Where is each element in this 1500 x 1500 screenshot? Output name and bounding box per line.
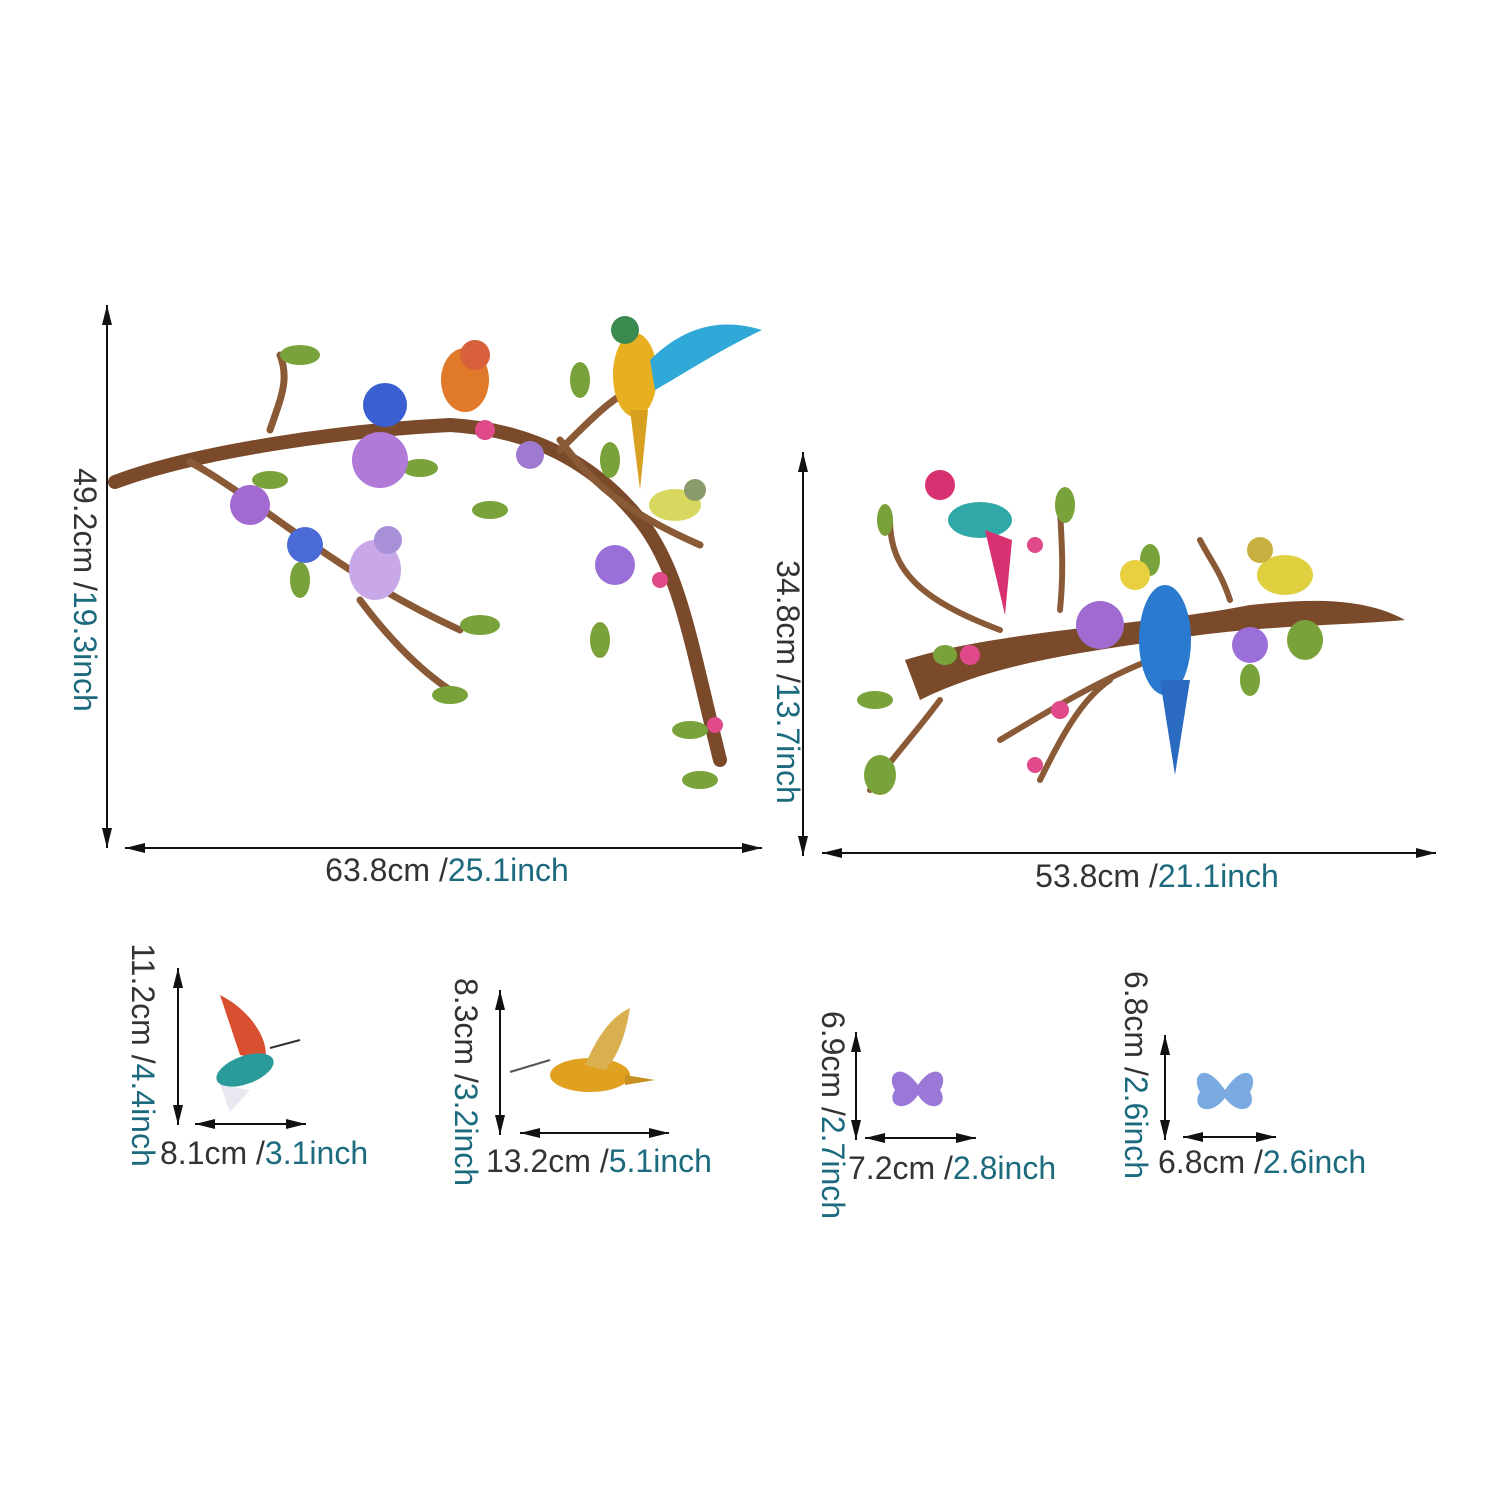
width-cm: 53.8cm / xyxy=(1035,858,1158,894)
height-label: 6.8cm /2.6inch xyxy=(1118,971,1154,1179)
width-cm: 6.8cm / xyxy=(1158,1144,1263,1180)
height-label: 6.9cm /2.7inch xyxy=(815,1011,851,1219)
height-inch: 13.7inch xyxy=(770,683,806,804)
width-cm: 7.2cm / xyxy=(848,1150,953,1186)
width-inch: 3.1inch xyxy=(265,1135,368,1171)
width-cm: 63.8cm / xyxy=(325,852,448,888)
height-inch: 19.3inch xyxy=(67,591,103,712)
height-label: 49.2cm /19.3inch xyxy=(67,468,103,712)
height-cm: 49.2cm / xyxy=(67,468,103,591)
width-label: 63.8cm /25.1inch xyxy=(325,852,569,888)
branch-illustration-1 xyxy=(108,316,762,789)
height-cm: 6.9cm / xyxy=(815,1011,851,1116)
width-inch: 2.8inch xyxy=(953,1150,1056,1186)
width-label: 8.1cm /3.1inch xyxy=(160,1135,368,1171)
height-inch: 2.7inch xyxy=(815,1116,851,1219)
height-inch: 3.2inch xyxy=(448,1083,484,1186)
width-label: 53.8cm /21.1inch xyxy=(1035,858,1279,894)
height-cm: 11.2cm / xyxy=(125,943,161,1063)
width-cm: 8.1cm / xyxy=(160,1135,265,1171)
width-cm: 13.2cm / xyxy=(486,1143,609,1179)
height-label: 34.8cm /13.7inch xyxy=(770,560,806,804)
hummingbird-2 xyxy=(509,1008,655,1092)
width-label: 7.2cm /2.8inch xyxy=(848,1150,1056,1186)
width-inch: 25.1inch xyxy=(448,852,569,888)
width-inch: 21.1inch xyxy=(1158,858,1279,894)
height-label: 11.2cm /4.4inch xyxy=(125,943,161,1167)
width-inch: 5.1inch xyxy=(609,1143,712,1179)
width-label: 13.2cm /5.1inch xyxy=(486,1143,712,1179)
height-label: 8.3cm /3.2inch xyxy=(448,978,484,1186)
height-cm: 34.8cm / xyxy=(770,560,806,683)
height-cm: 8.3cm / xyxy=(448,978,484,1083)
width-inch: 2.6inch xyxy=(1263,1144,1366,1180)
height-inch: 4.4inch xyxy=(125,1064,161,1167)
height-inch: 2.6inch xyxy=(1118,1076,1154,1179)
height-cm: 6.8cm / xyxy=(1118,971,1154,1076)
butterfly-1 xyxy=(891,1071,944,1107)
hummingbird-1 xyxy=(216,995,301,1112)
width-label: 6.8cm /2.6inch xyxy=(1158,1144,1366,1180)
butterfly-2 xyxy=(1196,1072,1254,1110)
branch-illustration-2 xyxy=(857,470,1405,795)
